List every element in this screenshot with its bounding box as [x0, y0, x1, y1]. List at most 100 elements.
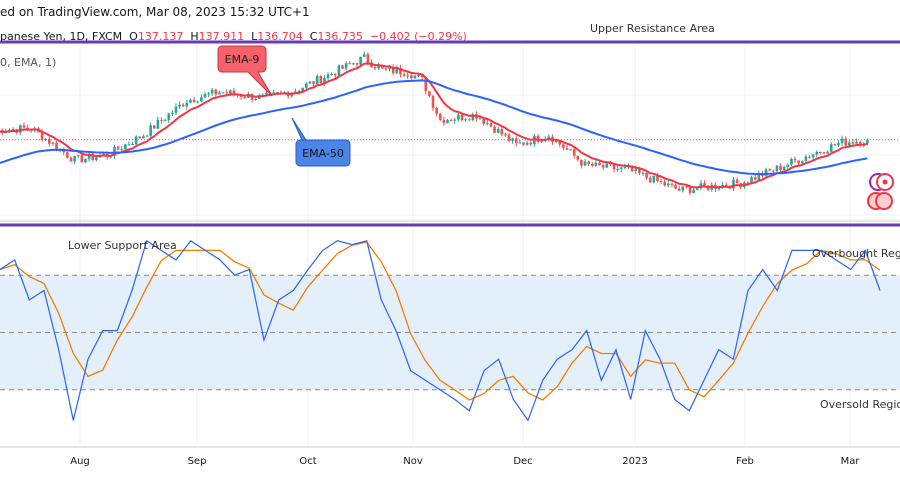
x-tick-label: Aug [70, 456, 90, 467]
candle-body [124, 144, 127, 150]
candle-body [48, 138, 51, 144]
candle-body [301, 87, 304, 92]
candle-body [66, 152, 69, 158]
candle-body [764, 169, 768, 177]
candle-body [576, 155, 580, 160]
candle-body [623, 167, 627, 169]
event-dot-icon [882, 179, 888, 185]
candle-body [406, 75, 409, 77]
candle-body [793, 159, 797, 161]
candle-body [185, 102, 189, 107]
candle-body [601, 165, 605, 168]
candle-body [294, 91, 297, 93]
candle-body [565, 148, 569, 150]
candle-body [391, 67, 395, 74]
candle-body [276, 92, 279, 94]
candle-body [522, 142, 525, 145]
candle-body [449, 120, 453, 122]
ema9-label: EMA-9 [225, 53, 260, 66]
candle-body [482, 118, 485, 124]
candle-body [315, 76, 319, 84]
candle-body [659, 181, 663, 183]
candle-body [84, 158, 87, 163]
x-tick-label: Nov [403, 456, 423, 467]
candle-body [866, 139, 869, 144]
candle-body [69, 157, 73, 162]
candle-body [616, 168, 619, 170]
ema50-callout: EMA-50 [291, 117, 351, 167]
x-tick-label: Feb [736, 456, 754, 467]
candle-body [142, 136, 145, 139]
candle-body [782, 166, 786, 170]
candle-body [840, 138, 844, 144]
high-label: H [190, 30, 199, 43]
candle-body [330, 73, 333, 75]
candle-body [486, 123, 489, 125]
candle-body [500, 128, 504, 135]
candle-body [800, 161, 804, 164]
candle-body [192, 99, 196, 103]
candle-body [178, 104, 181, 107]
lower-support-label: Lower Support Area [68, 239, 177, 252]
candle-body [858, 141, 862, 145]
candle-body [203, 93, 207, 98]
candle-body [695, 188, 699, 190]
candle-body [529, 142, 533, 145]
candle-body [786, 164, 790, 167]
candle-body [73, 156, 76, 162]
candle-body [826, 151, 829, 154]
candle-body [591, 164, 594, 166]
candle-body [779, 165, 782, 170]
candle-body [163, 119, 167, 121]
candle-body [239, 94, 243, 98]
candle-body [225, 92, 228, 94]
candle-body [424, 77, 428, 92]
candle-body [80, 155, 84, 163]
event-icons[interactable] [867, 173, 894, 210]
candle-body [464, 119, 467, 121]
candle-body [11, 128, 15, 130]
candle-body [55, 142, 58, 150]
candle-body [855, 141, 858, 144]
candle-body [467, 119, 471, 121]
close-label: C [309, 30, 318, 43]
ema50-line [0, 79, 868, 176]
candle-body [333, 73, 337, 76]
candle-body [757, 173, 761, 180]
candle-body [442, 119, 446, 124]
candle-body [558, 140, 562, 145]
candle-body [790, 159, 793, 165]
candle-body [410, 75, 413, 79]
low-value: 136.704 [257, 30, 303, 43]
candle-body [341, 65, 344, 69]
candle-body [145, 135, 149, 137]
candle-body [377, 65, 381, 69]
candle-body [493, 126, 496, 133]
candle-body [87, 153, 91, 159]
candle-body [667, 183, 670, 186]
candle-body [196, 101, 200, 103]
candle-body [750, 177, 753, 183]
candle-body [95, 157, 98, 161]
candle-body [214, 89, 218, 95]
candle-body [22, 125, 26, 128]
candle-body [381, 65, 384, 69]
candle-body [431, 96, 435, 108]
candle-body [221, 92, 225, 94]
candle-body [229, 90, 232, 94]
candle-body [681, 186, 685, 191]
us-flag-icon[interactable] [875, 192, 893, 210]
overbought-label: Overbought Region [812, 247, 900, 260]
candle-body [435, 107, 438, 114]
ema9-line [0, 62, 868, 189]
candle-body [373, 66, 377, 69]
candle-body [772, 170, 775, 172]
candle-body [797, 160, 800, 164]
candle-body [19, 125, 22, 133]
candle-body [116, 146, 120, 150]
candle-body [732, 179, 735, 189]
candle-body [580, 159, 583, 166]
candle-body [243, 97, 247, 99]
candle-body [362, 54, 366, 57]
